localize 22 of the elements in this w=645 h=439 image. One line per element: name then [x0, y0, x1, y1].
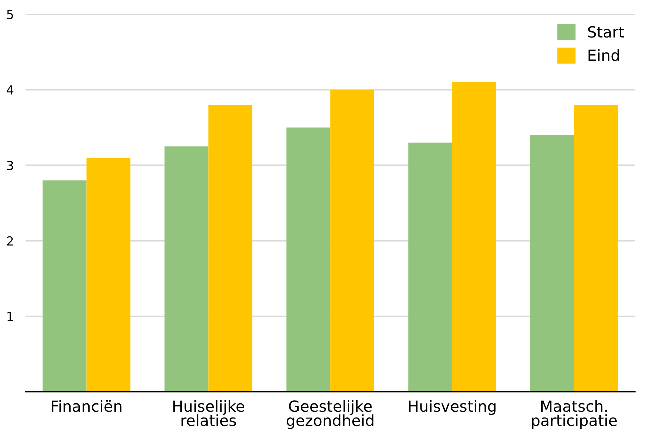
y-tick-label: 5 [7, 10, 14, 20]
bar [286, 128, 331, 392]
bar [330, 90, 374, 392]
y-tick-label: 2 [7, 236, 14, 246]
bar [42, 180, 87, 392]
x-tick-label: Huiselijke relaties [174, 400, 244, 426]
bar [530, 135, 574, 392]
x-tick-label: Huisvesting [409, 400, 496, 416]
bar [408, 142, 452, 392]
x-tick-label: Financiën [52, 400, 122, 412]
y-tick-label: 1 [8, 312, 14, 322]
bar [164, 146, 209, 392]
y-tick-label: 4 [6, 86, 14, 95]
bar [452, 82, 496, 392]
bar [86, 158, 131, 392]
x-tick-label: Maatsch. participatie [532, 400, 618, 430]
legend-label: Start [588, 26, 624, 38]
bar [574, 105, 618, 392]
legend-label: Eind [588, 49, 620, 62]
y-tick-label: 3 [7, 160, 14, 170]
bar [208, 105, 253, 392]
x-tick-label: Geestelijke gezondheid [286, 400, 374, 430]
